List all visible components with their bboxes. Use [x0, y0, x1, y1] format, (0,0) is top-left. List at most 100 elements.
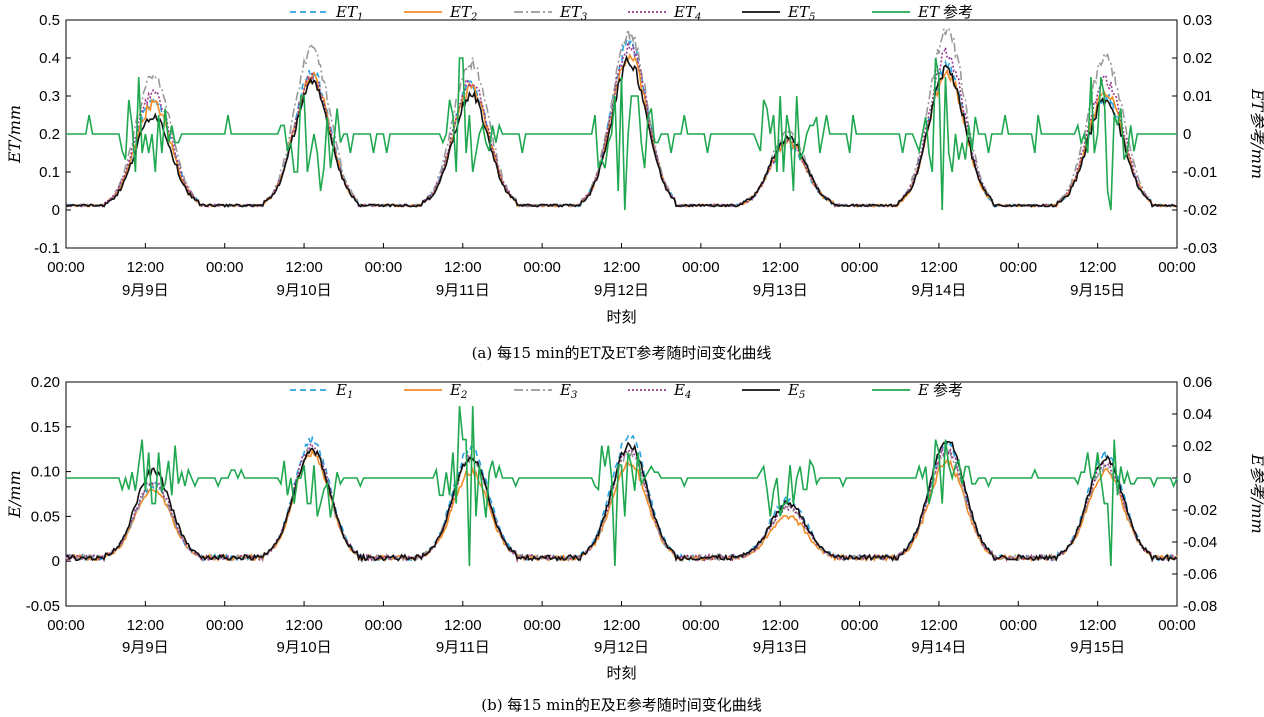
y-right-axis-label: E参考/mm: [1248, 453, 1264, 533]
x-tick-label: 00:00: [841, 259, 879, 276]
x-axis-label: 时刻: [606, 664, 636, 682]
x-tick-label: 00:00: [47, 617, 85, 634]
y-left-tick-label: 0.05: [31, 508, 60, 525]
y-right-tick-label: -0.08: [1183, 598, 1217, 615]
chart-panel-a: -0.1 0 0.1 0.2 0.3 0.4 0.5 -0.03 -0.02 -0.01 0 0.01…: [5, 3, 1264, 362]
legend-label: E4: [673, 381, 691, 401]
x-date-label: 9月12日: [594, 639, 649, 656]
y-right-tick-label: 0.02: [1183, 438, 1212, 455]
x-tick-label: 12:00: [444, 259, 482, 276]
x-tick-label: 12:00: [444, 617, 482, 634]
y-left-tick-label: 0: [52, 553, 60, 570]
series-line-E4: [65, 441, 1178, 563]
x-tick-label: 00:00: [1158, 617, 1196, 634]
y-left-tick-label: -0.1: [34, 240, 60, 257]
x-date-label: 9月9日: [122, 639, 169, 656]
figure-caption: (b) 每15 min的E及E参考随时间变化曲线: [481, 696, 762, 714]
y-right-tick-label: -0.02: [1183, 502, 1217, 519]
series-line-ET1: [65, 36, 1178, 208]
legend-label: ET4: [673, 3, 701, 23]
x-tick-label: 12:00: [127, 617, 165, 634]
x-tick-label: 00:00: [206, 259, 244, 276]
series-line-E3: [65, 446, 1178, 563]
legend-label: E5: [787, 381, 805, 401]
x-tick-label: 00:00: [682, 617, 720, 634]
y-left-tick-label: 0.15: [31, 419, 60, 436]
x-date-label: 9月9日: [122, 282, 169, 299]
legend-label: ET5: [787, 3, 815, 23]
x-tick-label: 12:00: [603, 259, 641, 276]
x-tick-label: 00:00: [1000, 259, 1038, 276]
x-date-label: 9月10日: [277, 282, 332, 299]
plot-frame: [65, 381, 1178, 607]
x-tick-label: 12:00: [285, 259, 323, 276]
y-left-axis-label: E/mm: [5, 470, 24, 518]
legend-label: ET2: [449, 3, 477, 23]
series-line-E5: [65, 441, 1178, 563]
x-tick-label: 12:00: [285, 617, 323, 634]
legend-label: E2: [449, 381, 467, 401]
legend: E1 E2 E3 E4 E5 E 参考: [290, 381, 963, 401]
series-line-ET3: [65, 27, 1178, 208]
x-axis-label: 时刻: [606, 308, 636, 326]
legend-label: ET1: [335, 3, 363, 23]
x-date-label: 9月13日: [753, 282, 808, 299]
x-tick-label: 00:00: [47, 259, 85, 276]
series-group: [65, 405, 1178, 567]
x-tick-label: 12:00: [761, 259, 799, 276]
x-tick-label: 00:00: [206, 617, 244, 634]
legend-label: ET 参考: [917, 3, 973, 21]
y-left-tick-label: 0.10: [31, 464, 60, 481]
series-line-ET4: [65, 42, 1178, 208]
x-date-label: 9月14日: [911, 282, 966, 299]
x-tick-label: 00:00: [523, 259, 561, 276]
x-tick-label: 00:00: [682, 259, 720, 276]
figure-caption: (a) 每15 min的ET及ET参考随时间变化曲线: [472, 344, 772, 362]
y-right-tick-label: 0.01: [1183, 88, 1212, 105]
x-date-label: 9月14日: [911, 639, 966, 656]
x-tick-label: 00:00: [1158, 259, 1196, 276]
x-date-label: 9月11日: [436, 282, 490, 299]
series-group: [65, 27, 1178, 211]
legend-label: ET3: [559, 3, 587, 23]
y-right-tick-label: 0.04: [1183, 406, 1212, 423]
y-right-tick-label: -0.04: [1183, 534, 1217, 551]
y-right-tick-label: -0.02: [1183, 202, 1217, 219]
series-line-ET参考: [66, 57, 1177, 211]
y-left-tick-label: 0: [52, 202, 60, 219]
y-left-axis-label: ET/mm: [5, 105, 24, 164]
x-tick-label: 00:00: [841, 617, 879, 634]
x-date-label: 9月13日: [753, 639, 808, 656]
y-right-tick-label: 0: [1183, 126, 1191, 143]
y-right-axis-label: ET参考/mm: [1248, 88, 1264, 179]
y-right-tick-label: 0.02: [1183, 50, 1212, 67]
x-tick-label: 00:00: [1000, 617, 1038, 634]
x-date-label: 9月15日: [1070, 639, 1125, 656]
y-left-tick-label: 0.1: [39, 164, 60, 181]
legend-label: E1: [335, 381, 353, 401]
y-right-tick-label: 0: [1183, 470, 1191, 487]
x-tick-label: 12:00: [761, 617, 799, 634]
x-tick-label: 12:00: [603, 617, 641, 634]
y-left-tick-label: -0.05: [26, 598, 60, 615]
y-right-tick-label: 0.06: [1183, 374, 1212, 391]
x-date-label: 9月11日: [436, 639, 490, 656]
x-tick-label: 12:00: [1079, 259, 1117, 276]
x-tick-label: 00:00: [523, 617, 561, 634]
x-tick-label: 12:00: [127, 259, 165, 276]
y-right-tick-label: -0.01: [1183, 164, 1217, 181]
x-date-label: 9月10日: [277, 639, 332, 656]
y-left-tick-label: 0.5: [39, 12, 60, 29]
x-tick-label: 00:00: [365, 259, 403, 276]
y-left-tick-label: 0.4: [39, 50, 60, 67]
y-right-tick-label: 0.03: [1183, 12, 1212, 29]
y-left-tick-label: 0.2: [39, 126, 60, 143]
x-date-label: 9月12日: [594, 282, 649, 299]
y-right-tick-label: -0.03: [1183, 240, 1217, 257]
legend: ET1 ET2 ET3 ET4 ET5 ET 参考: [290, 3, 973, 23]
x-date-label: 9月15日: [1070, 282, 1125, 299]
x-tick-label: 12:00: [1079, 617, 1117, 634]
series-line-E参考: [66, 405, 1178, 567]
x-tick-label: 12:00: [920, 617, 958, 634]
